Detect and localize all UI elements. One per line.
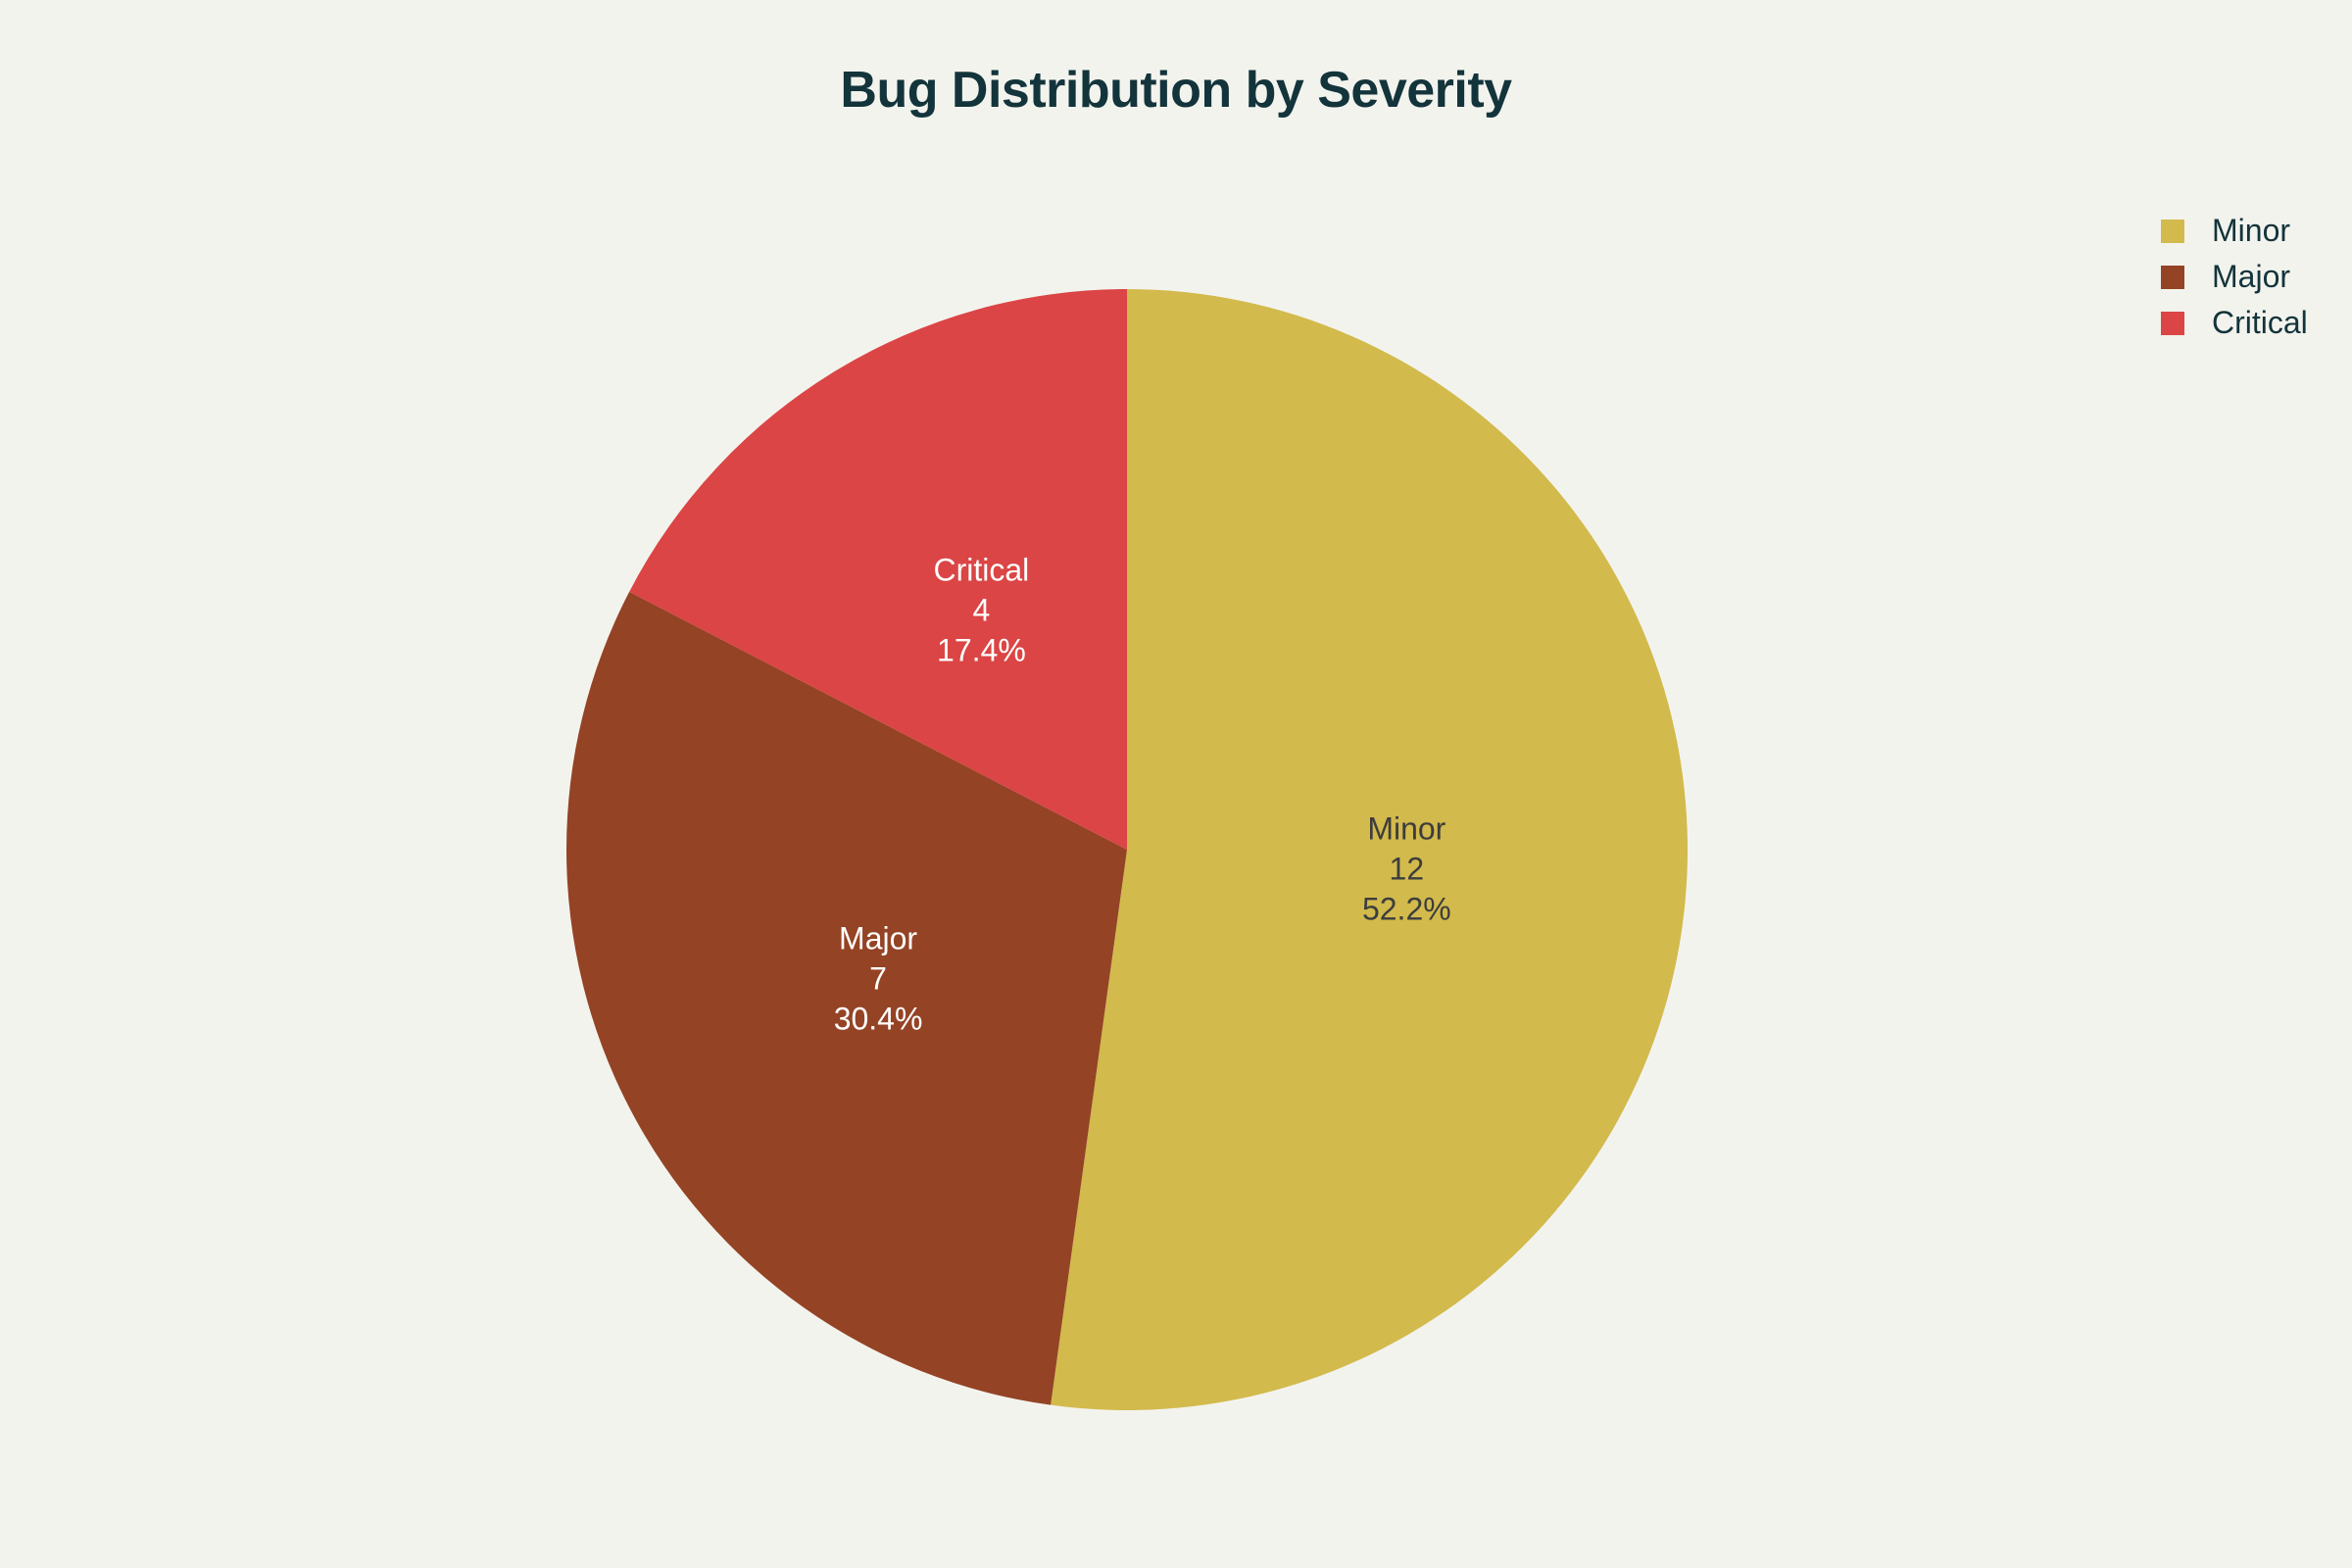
slice-label-critical: Critical 4 17.4%	[934, 553, 1030, 668]
slice-label-category: Minor	[1367, 811, 1446, 847]
pie-slices	[565, 289, 1688, 1410]
legend-label: Major	[2212, 259, 2291, 294]
pie-slice-labels: Minor 12 52.2% Major 7 30.4% Critical 4 17.4%	[834, 553, 1451, 1037]
chart-title: Bug Distribution by Severity	[840, 62, 1512, 119]
legend-swatch	[2161, 219, 2184, 243]
slice-label-major: Major 7 30.4%	[834, 921, 923, 1037]
legend-label: Minor	[2212, 213, 2291, 248]
legend: Minor Major Critical	[2161, 208, 2308, 346]
slice-label-category: Critical	[934, 553, 1030, 588]
slice-label-percent: 52.2%	[1362, 892, 1451, 927]
legend-swatch	[2161, 311, 2184, 335]
slice-label-category: Major	[839, 921, 917, 956]
pie-slice-major	[565, 591, 1127, 1405]
legend-swatch	[2161, 265, 2184, 289]
pie-slice-critical	[629, 289, 1127, 850]
slice-label-minor: Minor 12 52.2%	[1362, 811, 1451, 927]
legend-item-minor[interactable]: Minor	[2161, 208, 2308, 254]
slice-label-value: 4	[973, 593, 991, 628]
legend-item-critical[interactable]: Critical	[2161, 300, 2308, 346]
legend-label: Critical	[2212, 305, 2308, 340]
legend-item-major[interactable]: Major	[2161, 254, 2308, 300]
slice-label-value: 12	[1390, 852, 1425, 887]
pie-slice-minor	[1051, 289, 1688, 1410]
slice-label-percent: 30.4%	[834, 1002, 923, 1037]
slice-label-value: 7	[869, 961, 887, 997]
slice-label-percent: 17.4%	[937, 633, 1026, 668]
